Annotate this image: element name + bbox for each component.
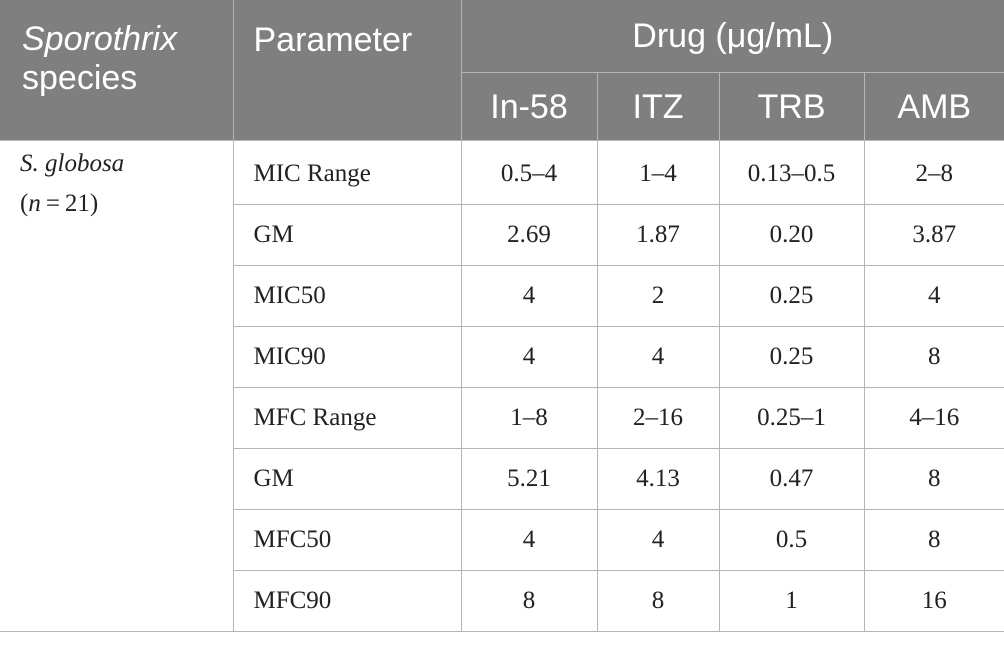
value-cell-itz: 1–4: [597, 140, 720, 205]
value-cell-trb: 0.20: [719, 204, 865, 266]
value-cell-amb: 8: [864, 509, 1004, 571]
table-row: MFC50 4 4 0.5 8: [0, 509, 1004, 571]
value-cell-trb: 0.25: [719, 265, 865, 327]
value-cell-amb: 8: [864, 448, 1004, 510]
susceptibility-table: Sporothrix species Parameter Drug (μg/mL…: [0, 0, 1004, 632]
table-row: MFC Range 1–8 2–16 0.25–1 4–16: [0, 387, 1004, 449]
value-cell-amb: 2–8: [864, 140, 1004, 205]
species-column-header: Sporothrix species: [0, 0, 234, 141]
table-row: GM 2.69 1.87 0.20 3.87: [0, 204, 1004, 266]
value-cell-in58: 5.21: [461, 448, 598, 510]
table-row: MIC50 4 2 0.25 4: [0, 265, 1004, 327]
value-cell-amb: 4: [864, 265, 1004, 327]
drug-header-in58: In-58: [461, 72, 598, 141]
drug-group-header: Drug (μg/mL): [461, 0, 1004, 73]
parameter-cell: MFC50: [233, 509, 462, 571]
species-header-genus: Sporothrix: [22, 20, 177, 58]
value-cell-itz: 4.13: [597, 448, 720, 510]
sample-size-variable: n: [28, 190, 41, 217]
value-cell-itz: 2–16: [597, 387, 720, 449]
value-cell-itz: 4: [597, 509, 720, 571]
value-cell-trb: 0.5: [719, 509, 865, 571]
drug-header-amb: AMB: [864, 72, 1004, 141]
table-row: S. globosa (n = 21) MIC Range 0.5–4 1–4 …: [0, 140, 1004, 632]
value-cell-trb: 0.25–1: [719, 387, 865, 449]
value-cell-in58: 0.5–4: [461, 140, 598, 205]
value-cell-itz: 4: [597, 326, 720, 388]
table-row: GM 5.21 4.13 0.47 8: [0, 448, 1004, 510]
value-cell-amb: 16: [864, 570, 1004, 632]
value-cell-in58: 8: [461, 570, 598, 632]
drug-header-itz: ITZ: [597, 72, 720, 141]
sample-size-open: (: [20, 190, 29, 217]
parameter-cell: MIC90: [233, 326, 462, 388]
value-cell-itz: 2: [597, 265, 720, 327]
value-cell-trb: 0.25: [719, 326, 865, 388]
sample-size-value: = 21): [40, 190, 99, 217]
table-body: S. globosa (n = 21) MIC Range 0.5–4 1–4 …: [0, 140, 1004, 632]
parameter-cell: MFC Range: [233, 387, 462, 449]
value-cell-trb: 0.13–0.5: [719, 140, 865, 205]
value-cell-itz: 8: [597, 570, 720, 632]
parameter-cell: MIC50: [233, 265, 462, 327]
value-cell-trb: 1: [719, 570, 865, 632]
parameter-cell: MFC90: [233, 570, 462, 632]
table-header: Sporothrix species Parameter Drug (μg/mL…: [0, 0, 1004, 141]
value-cell-amb: 8: [864, 326, 1004, 388]
parameter-column-header: Parameter: [233, 0, 462, 141]
parameter-cell: GM: [233, 448, 462, 510]
table-row: MIC90 4 4 0.25 8: [0, 326, 1004, 388]
value-cell-in58: 4: [461, 326, 598, 388]
table-row: MFC90 8 8 1 16: [0, 570, 1004, 632]
value-cell-in58: 4: [461, 509, 598, 571]
value-cell-trb: 0.47: [719, 448, 865, 510]
value-cell-amb: 3.87: [864, 204, 1004, 266]
value-cell-itz: 1.87: [597, 204, 720, 266]
species-name: S. globosa: [20, 150, 125, 177]
drug-header-trb: TRB: [719, 72, 865, 141]
parameter-cell: MIC Range: [233, 140, 462, 205]
value-cell-amb: 4–16: [864, 387, 1004, 449]
species-cell: S. globosa (n = 21): [0, 140, 234, 632]
species-sample-size: (n = 21): [20, 190, 98, 217]
value-cell-in58: 1–8: [461, 387, 598, 449]
value-cell-in58: 2.69: [461, 204, 598, 266]
species-header-word: species: [22, 59, 138, 97]
parameter-cell: GM: [233, 204, 462, 266]
value-cell-in58: 4: [461, 265, 598, 327]
